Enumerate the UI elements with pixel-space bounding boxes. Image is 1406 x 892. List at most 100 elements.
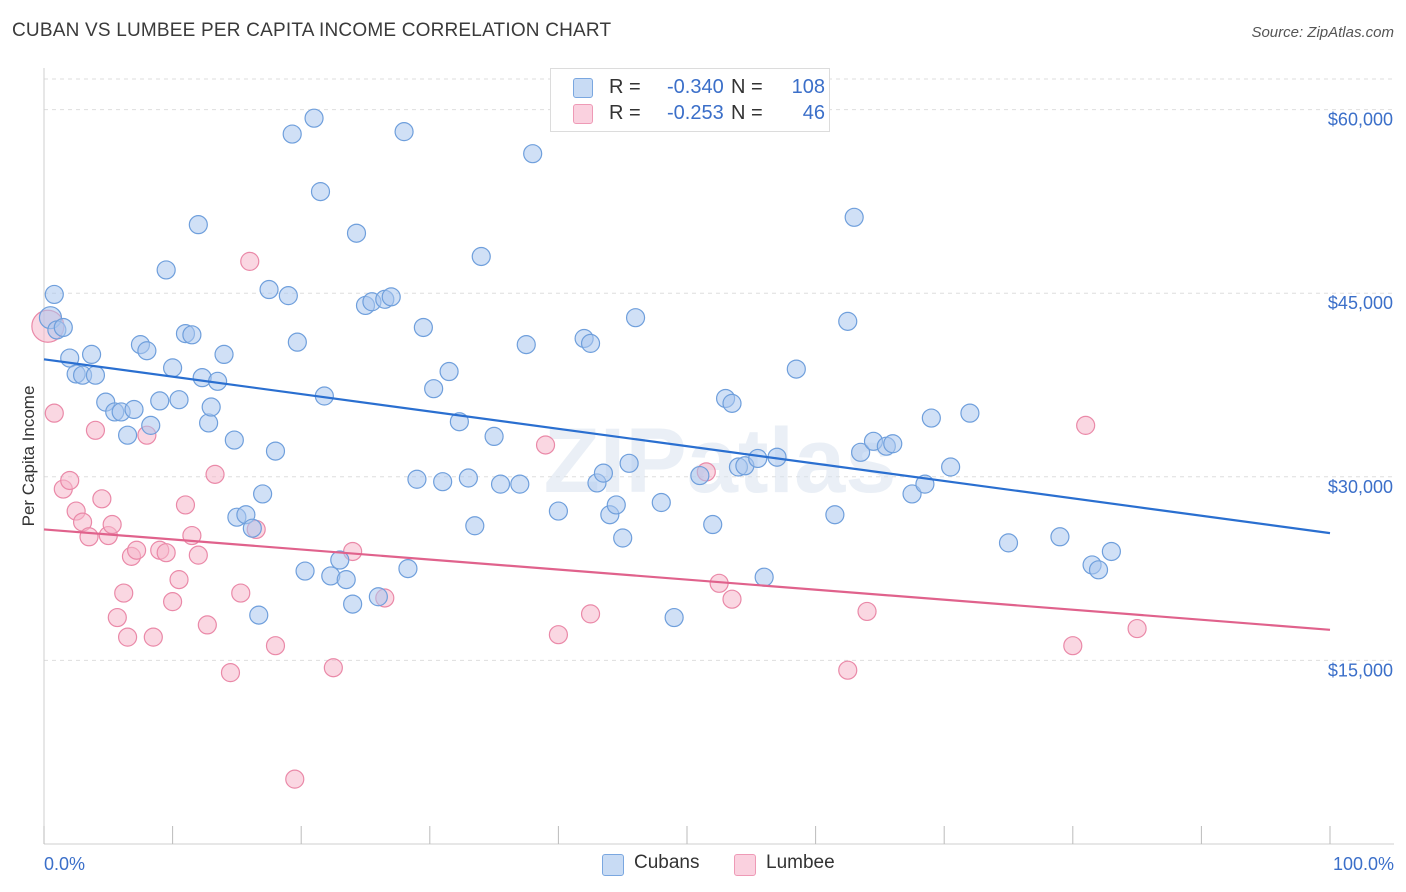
cuban-point <box>407 469 427 489</box>
cuban-point <box>182 325 202 345</box>
cuban-point <box>137 341 157 361</box>
cuban-point <box>625 308 646 328</box>
cuban-point <box>253 484 273 504</box>
cuban-point <box>754 567 774 587</box>
cuban-point <box>53 317 73 338</box>
cuban-point <box>484 426 504 447</box>
cuban-point <box>156 260 176 280</box>
lumbee-point <box>102 514 122 535</box>
lumbee-point <box>548 625 569 645</box>
n-label: N = <box>731 102 763 124</box>
lumbee-point <box>535 435 556 455</box>
lumbee-trend-line <box>43 528 1331 631</box>
lumbee-point <box>188 545 208 565</box>
cuban-point <box>1088 560 1109 580</box>
cuban-point <box>510 474 530 494</box>
cuban-point <box>304 108 324 128</box>
cuban-point <box>439 361 459 382</box>
cuban-point <box>449 412 469 432</box>
r-value: -0.340 <box>667 76 724 98</box>
lumbee-point <box>197 615 217 635</box>
cuban-point <box>690 465 710 486</box>
lumbee-point <box>323 658 343 678</box>
watermark: ZIPatlas <box>544 410 897 512</box>
cuban-point <box>1101 541 1121 562</box>
cuban-point <box>998 533 1019 553</box>
cuban-point <box>398 558 418 579</box>
cuban-point <box>330 550 350 570</box>
y-tick-label: $60,000 <box>1328 110 1393 130</box>
cubans-trend-line <box>43 358 1331 535</box>
cuban-point <box>838 311 858 331</box>
n-label: N = <box>731 76 763 98</box>
lumbee-point <box>838 660 858 680</box>
cuban-point <box>242 518 262 538</box>
r-label: R = <box>609 102 641 124</box>
lumbee-point <box>79 527 99 547</box>
lumbee-point <box>143 627 163 647</box>
trend-lines <box>43 358 1331 631</box>
lumbee-point <box>1076 415 1096 435</box>
cuban-point <box>117 425 138 445</box>
y-tick-label: $45,000 <box>1328 293 1393 313</box>
cuban-point <box>413 317 433 338</box>
lumbee-point <box>92 489 112 509</box>
lumbee-point <box>580 604 601 624</box>
cuban-point <box>214 344 234 364</box>
lumbee-point <box>205 464 225 484</box>
lumbee-point <box>240 251 260 271</box>
cuban-point <box>346 223 367 243</box>
cuban-point <box>259 279 279 300</box>
lumbee-point <box>1063 636 1083 656</box>
cuban-point <box>458 468 478 488</box>
cuban-point <box>664 607 684 628</box>
cuban-point <box>81 344 102 364</box>
cuban-point <box>199 413 219 433</box>
cuban-point <box>902 484 922 504</box>
cuban-point <box>722 393 742 413</box>
lumbee-point <box>44 403 64 423</box>
y-tick-label: $15,000 <box>1328 660 1393 680</box>
cuban-point <box>368 587 388 607</box>
cuban-point <box>224 430 244 450</box>
cuban-point <box>310 182 331 202</box>
cuban-point <box>85 365 106 385</box>
lumbee-point <box>126 540 147 560</box>
y-axis-label: Per Capita Income <box>19 386 38 527</box>
cuban-point <box>1050 527 1070 547</box>
x-tick-label-max: 100.0% <box>1333 854 1394 874</box>
cuban-point <box>163 358 183 378</box>
cuban-point <box>150 391 170 411</box>
cuban-point <box>287 332 307 352</box>
cuban-point <box>343 594 363 614</box>
cuban-points <box>38 108 1121 628</box>
lumbee-point <box>285 769 305 789</box>
cuban-point <box>278 286 298 306</box>
r-label: R = <box>609 76 641 98</box>
cubans-swatch <box>573 78 593 98</box>
y-tick-label: $30,000 <box>1328 477 1393 497</box>
x-tick-label-min: 0.0% <box>44 854 85 874</box>
cuban-point <box>613 528 633 548</box>
lumbee-point <box>163 592 183 612</box>
cuban-point <box>465 516 485 536</box>
cuban-point <box>282 124 302 144</box>
cuban-point <box>124 399 144 420</box>
lumbee-swatch <box>734 854 756 876</box>
correlation-legend: R = -0.340 N = 108 R = -0.253 N = 46 <box>550 68 830 132</box>
cuban-point <box>851 442 871 462</box>
lumbee-point <box>156 543 176 563</box>
lumbee-point <box>107 607 127 628</box>
legend-label: Lumbee <box>766 852 835 873</box>
cuban-point <box>580 333 601 353</box>
lumbee-point <box>857 601 877 622</box>
cuban-point <box>523 144 543 164</box>
cuban-point <box>619 453 639 473</box>
r-value: -0.253 <box>667 102 724 124</box>
cuban-point <box>424 379 444 399</box>
source-label: Source: ZipAtlas.com <box>1251 24 1394 41</box>
cuban-point <box>295 561 315 581</box>
lumbee-point <box>1127 618 1147 639</box>
series-legend: Cubans Lumbee <box>0 852 1406 878</box>
cuban-point <box>336 570 356 590</box>
